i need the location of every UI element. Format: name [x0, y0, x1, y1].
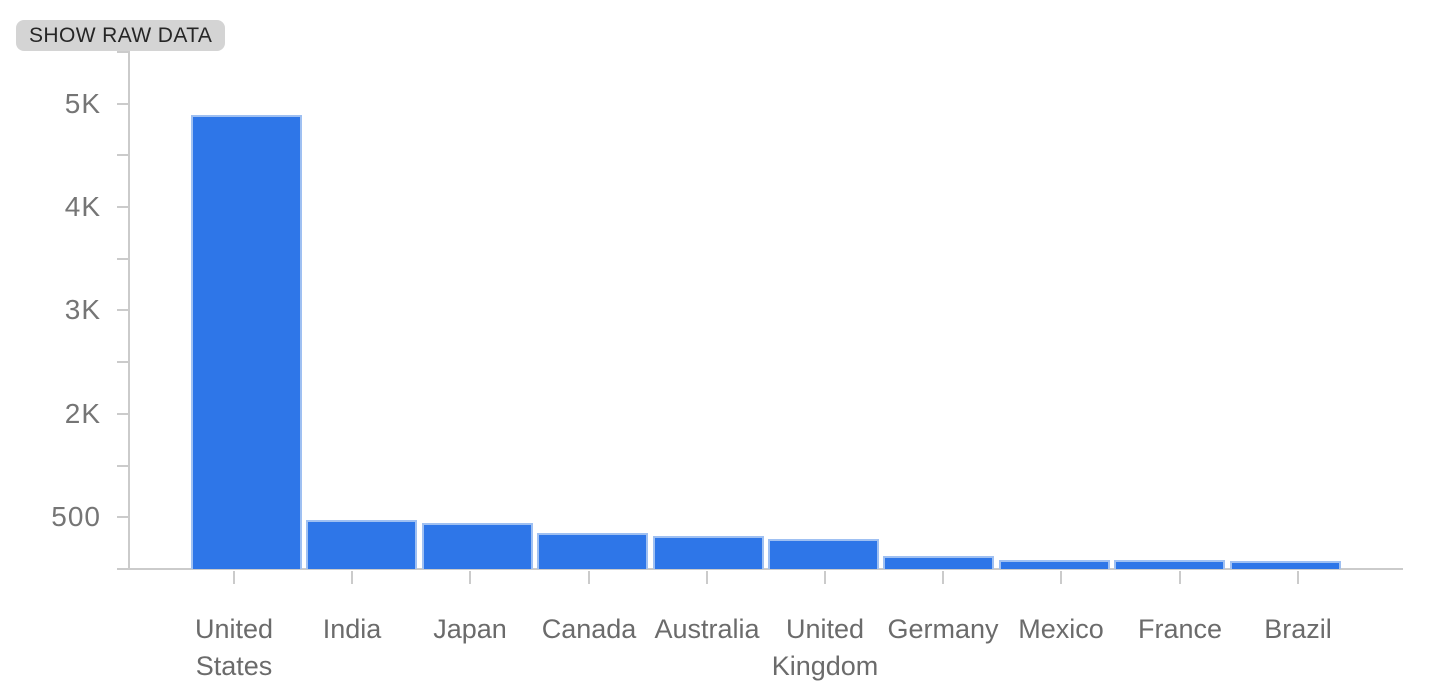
- x-axis-category-label: United States: [194, 614, 274, 681]
- x-axis-tick: [706, 571, 708, 584]
- y-axis-tick: [117, 206, 128, 208]
- x-axis-category-label: United Kingdom: [771, 614, 879, 681]
- bar-brazil[interactable]: [1230, 561, 1341, 569]
- bar-australia[interactable]: [653, 536, 764, 569]
- x-axis-tick: [1179, 571, 1181, 584]
- y-axis-tick: [117, 103, 128, 105]
- x-axis-tick: [824, 571, 826, 584]
- x-axis-tick: [351, 571, 353, 584]
- x-axis-tick: [1297, 571, 1299, 584]
- x-axis-tick: [588, 571, 590, 584]
- x-axis-tick: [942, 571, 944, 584]
- y-axis-tick-label: 500: [51, 501, 101, 532]
- x-axis-category-label: France: [1137, 614, 1223, 644]
- y-axis-line: [128, 51, 130, 570]
- x-axis-tick: [469, 571, 471, 584]
- y-axis-tick: [117, 516, 128, 518]
- bar-france[interactable]: [1114, 560, 1225, 569]
- y-axis-tick-label: 4K: [64, 191, 101, 222]
- show-raw-data-button[interactable]: SHOW RAW DATA: [16, 20, 226, 51]
- x-axis-category-label: Mexico: [1018, 614, 1104, 644]
- y-axis-tick-label: 3K: [64, 294, 101, 325]
- y-axis-tick: [117, 258, 128, 260]
- x-axis-category-label: Brazil: [1264, 614, 1332, 644]
- x-axis-category-label: Japan: [433, 614, 507, 644]
- bar-india[interactable]: [306, 520, 417, 569]
- bar-canada[interactable]: [537, 533, 648, 569]
- y-axis-tick: [117, 465, 128, 467]
- x-axis-line: [117, 568, 1403, 570]
- bar-united-states[interactable]: [191, 115, 302, 569]
- y-axis-tick-label: 2K: [64, 398, 101, 429]
- y-axis-tick: [117, 413, 128, 415]
- x-axis-category-label: Canada: [541, 614, 637, 644]
- bar-united-kingdom[interactable]: [768, 539, 879, 569]
- y-axis-tick: [117, 361, 128, 363]
- y-axis-tick: [117, 309, 128, 311]
- x-axis-category-label: India: [322, 614, 382, 644]
- x-axis-tick: [233, 571, 235, 584]
- x-axis-category-label: Australia: [654, 614, 760, 644]
- y-axis-tick: [117, 51, 128, 53]
- bar-japan[interactable]: [422, 523, 533, 569]
- bar-germany[interactable]: [883, 556, 994, 569]
- y-axis-tick: [117, 154, 128, 156]
- x-axis-category-label: Germany: [887, 614, 999, 644]
- bar-mexico[interactable]: [999, 560, 1110, 569]
- x-axis-tick: [1060, 571, 1062, 584]
- y-axis-tick-label: 5K: [64, 88, 101, 119]
